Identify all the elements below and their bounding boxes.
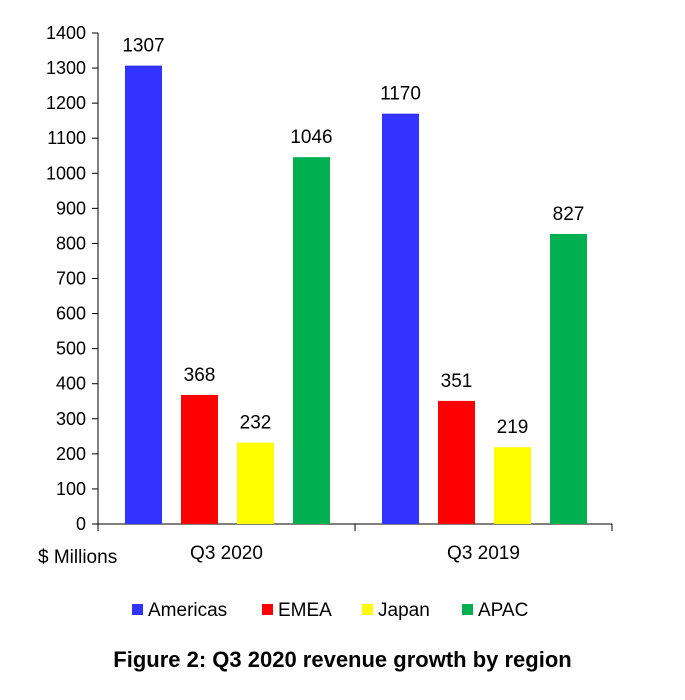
legend-label: Americas [148,600,227,621]
data-label: 827 [553,204,585,225]
y-tick-label: 1100 [47,128,86,148]
figure-caption: Figure 2: Q3 2020 revenue growth by regi… [113,647,572,672]
y-tick-label: 100 [56,479,86,499]
legend-label: EMEA [278,600,332,621]
y-tick-label: 1300 [46,58,86,78]
y-tick-label: 0 [76,514,86,534]
y-tick-label: 1400 [46,23,86,43]
legend: Americas EMEA Japan APAC [132,600,528,621]
data-label: 368 [184,365,216,386]
y-tick-label: 900 [56,198,86,218]
data-label: 1046 [290,127,332,148]
x-axis [97,523,613,531]
bar-emea-0 [181,394,218,524]
legend-swatch-apac [462,604,473,615]
legend-label: Japan [378,600,430,621]
data-label: 1170 [380,84,421,105]
y-tick-label: 300 [56,409,86,429]
data-label: 351 [441,371,473,392]
unit-label: $ Millions [38,547,117,568]
category-label: Q3 2019 [447,543,520,564]
data-label: 1307 [122,36,164,57]
bars [125,65,587,525]
y-tick-label: 400 [56,374,86,394]
bar-japan-1 [494,447,531,524]
y-tick-label: 1000 [46,163,86,183]
data-label: 232 [240,413,272,434]
y-tick-label: 800 [56,233,86,253]
bar-apac-0 [293,157,330,524]
legend-swatch-americas [132,604,143,615]
bar-americas-1 [382,113,419,525]
chart: 0 100 200 300 400 500 600 700 800 900 1000 1100 1200… [38,23,613,621]
y-tick-label: 700 [56,269,86,289]
category-label: Q3 2020 [190,543,263,564]
y-tick-label: 500 [56,339,86,359]
y-tick-label: 1200 [46,93,86,113]
y-axis: 0 100 200 300 400 500 600 700 800 900 1000 1100 1200… [46,23,99,534]
legend-label: APAC [478,600,528,621]
legend-swatch-japan [362,604,373,615]
legend-swatch-emea [262,604,273,615]
data-label: 219 [497,417,529,438]
bar-apac-1 [550,233,587,524]
y-tick-label: 600 [56,304,86,324]
data-labels: 1307 368 232 1046 1170 351 219 827 [122,36,584,439]
bar-americas-0 [125,65,162,525]
y-tick-label: 200 [56,444,86,464]
category-labels: Q3 2020 Q3 2019 [190,543,520,564]
bar-emea-1 [438,400,475,524]
bar-japan-0 [237,442,274,524]
